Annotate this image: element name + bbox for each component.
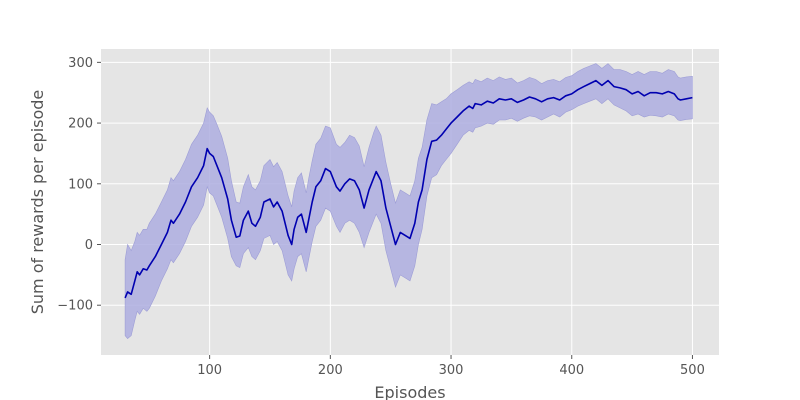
std-deviation-band bbox=[124, 63, 693, 340]
y-tick-label: 300 bbox=[68, 56, 93, 71]
x-tick-label: 500 bbox=[680, 363, 705, 378]
y-axis-ticks: −100 0 100 200 300 bbox=[57, 56, 101, 314]
x-tick-label: 300 bbox=[439, 363, 464, 378]
y-tick-label: 200 bbox=[68, 117, 93, 132]
x-tick-label: 400 bbox=[559, 363, 584, 378]
y-tick-label: −100 bbox=[57, 299, 93, 314]
x-axis-label: Episodes bbox=[374, 383, 445, 400]
x-tick-label: 100 bbox=[197, 363, 222, 378]
y-tick-label: 0 bbox=[85, 238, 93, 253]
x-tick-label: 200 bbox=[318, 363, 343, 378]
x-axis-ticks: 100 200 300 400 500 bbox=[197, 355, 705, 378]
y-tick-label: 100 bbox=[68, 177, 93, 192]
mean-reward-line bbox=[124, 79, 693, 299]
y-axis-label: Sum of rewards per episode bbox=[28, 90, 47, 315]
